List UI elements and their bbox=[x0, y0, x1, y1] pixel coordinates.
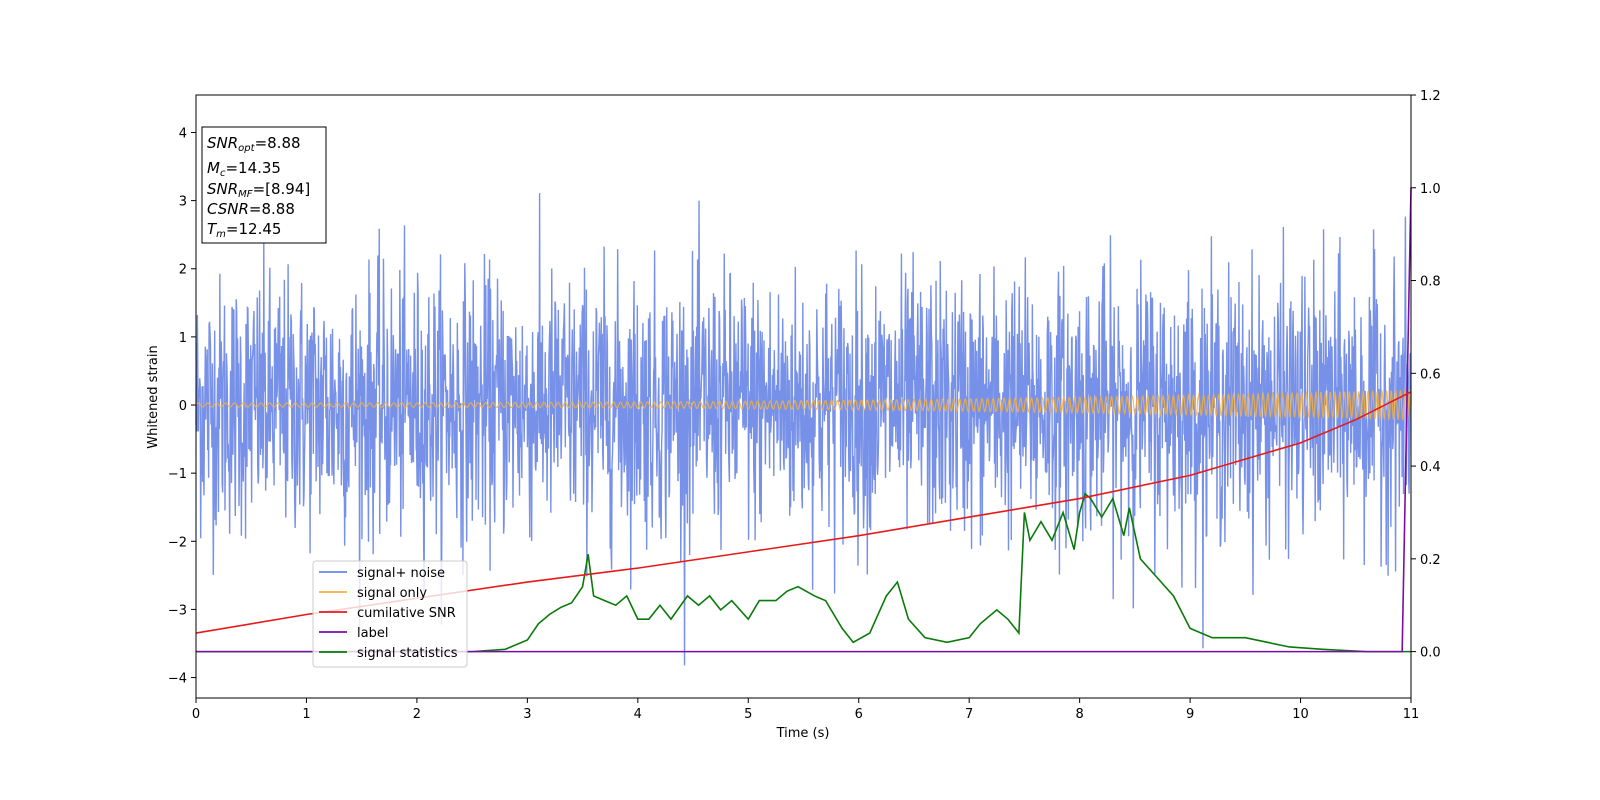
x-axis-label: Time (s) bbox=[776, 726, 830, 741]
x-tick-label: 7 bbox=[965, 707, 973, 722]
x-tick-label: 8 bbox=[1075, 707, 1083, 722]
y-tick-label: −1 bbox=[168, 467, 187, 482]
x-tick-label: 11 bbox=[1403, 707, 1420, 722]
y-tick-label: −2 bbox=[168, 535, 187, 550]
y2-tick-label: 0.8 bbox=[1420, 275, 1441, 290]
legend-entry: signal+ noise bbox=[357, 566, 445, 581]
legend-entry: signal only bbox=[357, 586, 427, 601]
legend: signal+ noise signal only cumilative SNR la… bbox=[312, 560, 468, 668]
annotation-line: SNRopt=8.88 bbox=[207, 134, 301, 154]
y2-tick-label: 0.0 bbox=[1420, 646, 1441, 661]
plot-frame bbox=[195, 94, 1412, 699]
stats-annotation-box: SNRopt=8.88 Mc=14.35SNRMF=[8.94]CSNR=8.88… bbox=[201, 126, 327, 244]
annotation-line: CSNR=8.88 bbox=[207, 200, 295, 218]
y2-tick-label: 0.2 bbox=[1420, 553, 1441, 568]
series-signal-statistics bbox=[196, 492, 1411, 653]
y-axis-left: −4 −3 −2 −1 0 1 2 3 4 bbox=[168, 126, 196, 687]
series-label bbox=[196, 187, 1412, 653]
y-axis-label: Whitened strain bbox=[146, 345, 161, 448]
x-tick-label: 5 bbox=[744, 707, 752, 722]
annotation-line: SNRMF=[8.94] bbox=[207, 180, 310, 200]
x-tick-label: 9 bbox=[1186, 707, 1194, 722]
y2-tick-label: 1.2 bbox=[1420, 89, 1441, 104]
x-tick-label: 6 bbox=[855, 707, 863, 722]
y-tick-label: 2 bbox=[179, 263, 187, 278]
series-signal-noise bbox=[195, 193, 1412, 666]
legend-entry: signal statistics bbox=[357, 646, 458, 661]
x-tick-label: 2 bbox=[413, 707, 421, 722]
y2-tick-label: 0.4 bbox=[1420, 460, 1441, 475]
y2-tick-label: 0.6 bbox=[1420, 367, 1441, 382]
x-tick-label: 0 bbox=[192, 707, 200, 722]
legend-entry: label bbox=[357, 626, 388, 641]
legend-frame bbox=[312, 560, 468, 668]
annotation-frame bbox=[201, 126, 327, 244]
x-tick-label: 3 bbox=[523, 707, 531, 722]
x-tick-label: 1 bbox=[302, 707, 310, 722]
y-tick-label: 0 bbox=[179, 399, 187, 414]
y2-tick-label: 1.0 bbox=[1420, 182, 1441, 197]
series-signal-only bbox=[195, 387, 1412, 421]
y-tick-label: 1 bbox=[179, 331, 187, 346]
y-tick-label: 3 bbox=[179, 195, 187, 210]
legend-entry: cumilative SNR bbox=[357, 606, 456, 621]
x-axis: 0 1 2 3 4 5 6 7 8 9 10 11 bbox=[192, 698, 1419, 722]
x-tick-label: 10 bbox=[1292, 707, 1309, 722]
annotation-line: Tm=12.45 bbox=[207, 220, 281, 240]
x-tick-label: 4 bbox=[634, 707, 642, 722]
annotation-line: Mc=14.35 bbox=[207, 159, 281, 179]
y-tick-label: 4 bbox=[179, 126, 187, 141]
y-axis-right: 0.0 0.2 0.4 0.6 0.8 1.0 1.2 bbox=[1411, 89, 1441, 661]
y-tick-label: −4 bbox=[168, 672, 187, 687]
y-tick-label: −3 bbox=[168, 603, 187, 618]
